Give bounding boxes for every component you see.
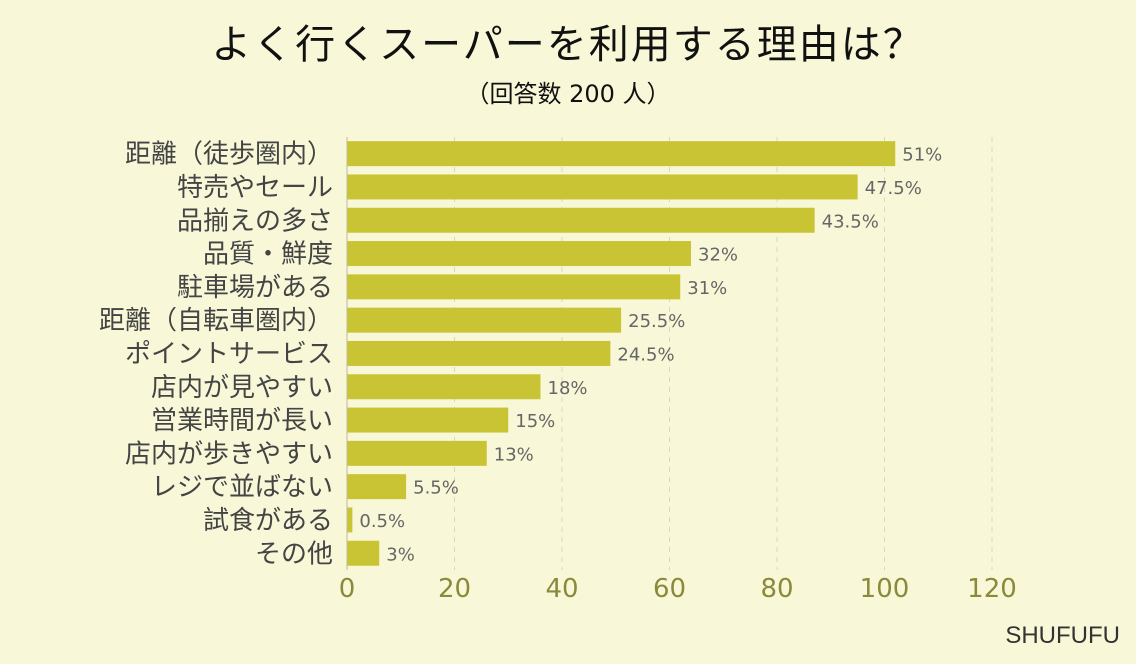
bars: 51% 47.5% 43.5% 32% 31%25.5% 24.5% 18% 15% 13% 5.… xyxy=(347,141,942,566)
data-label: 47.5% xyxy=(865,178,922,199)
data-label: 18% xyxy=(548,378,588,399)
axis: 0 20 40 60 80 100 120 距離（徒歩圏内）特売やセール品揃えの多さ品質・鮮度… xyxy=(99,137,1017,604)
x-tick-label: 20 xyxy=(438,574,471,604)
bar xyxy=(347,474,407,500)
data-label: 31% xyxy=(687,278,727,299)
x-tick-label: 40 xyxy=(545,574,578,604)
data-label: 32% xyxy=(698,245,738,266)
bar xyxy=(347,340,611,366)
category-label: 特売やセール xyxy=(177,173,333,203)
x-tick-label: 120 xyxy=(967,574,1017,604)
category-label: 試食がある xyxy=(203,506,333,536)
bar xyxy=(347,540,380,566)
category-label: 営業時間が長い xyxy=(151,406,333,436)
data-label: 5.5% xyxy=(413,478,459,499)
chart-title: よく行くスーパーを利用する理由は？ xyxy=(211,22,925,68)
category-label: 距離（自転車圏内） xyxy=(99,306,333,336)
category-label: 品質・鮮度 xyxy=(203,240,333,270)
bar xyxy=(347,241,691,267)
bar xyxy=(347,207,815,233)
chart-subtitle: （回答数 200 人） xyxy=(465,80,671,108)
category-label: レジで並ばない xyxy=(151,473,333,503)
category-label: 店内が見やすい xyxy=(151,373,333,403)
data-label: 3% xyxy=(386,544,415,565)
data-label: 0.5% xyxy=(359,511,405,532)
category-label: 駐車場がある xyxy=(177,273,333,303)
bar xyxy=(347,274,681,300)
brand-logo: SHUFUFU xyxy=(1005,622,1120,649)
bar xyxy=(347,407,509,433)
bar xyxy=(347,374,541,400)
bar xyxy=(347,174,858,200)
bar xyxy=(347,307,622,333)
data-label: 43.5% xyxy=(822,211,879,232)
bar xyxy=(347,440,487,466)
data-label: 51% xyxy=(902,145,942,166)
category-label: ポイントサービス xyxy=(125,339,333,369)
data-label: 25.5% xyxy=(628,311,685,332)
data-label: 15% xyxy=(515,411,555,432)
data-label: 13% xyxy=(494,444,534,465)
x-tick-label: 0 xyxy=(339,574,356,604)
x-tick-label: 80 xyxy=(760,574,793,604)
category-label: その他 xyxy=(255,539,333,569)
category-label: 店内が歩きやすい xyxy=(125,439,333,469)
category-label: 品揃えの多さ xyxy=(177,206,333,236)
data-label: 24.5% xyxy=(617,344,674,365)
bar xyxy=(347,141,896,167)
x-tick-label: 100 xyxy=(860,574,910,604)
x-tick-label: 60 xyxy=(653,574,686,604)
bar xyxy=(347,507,353,533)
category-label: 距離（徒歩圏内） xyxy=(125,140,333,170)
